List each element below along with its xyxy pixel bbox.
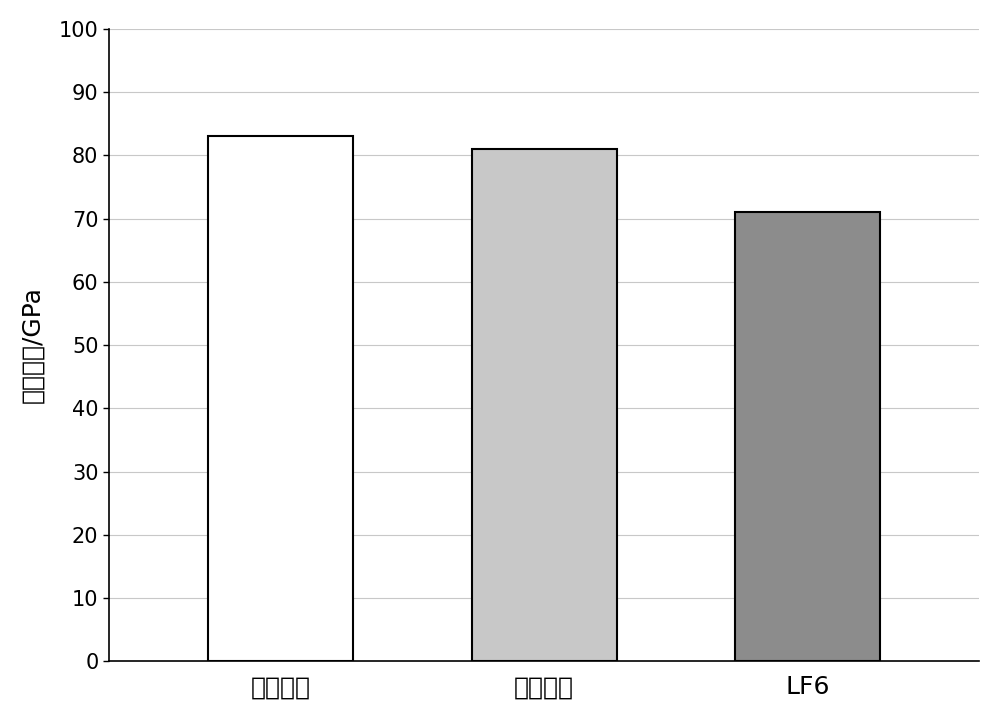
Bar [735,212,880,661]
Bar [208,136,353,661]
Bar [472,149,617,661]
Y-axis label: 弹性模量/GPa: 弹性模量/GPa [21,287,45,403]
